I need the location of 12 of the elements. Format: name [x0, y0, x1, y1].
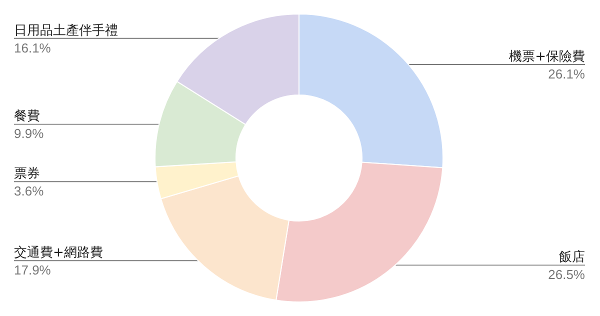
slice-label: 票券 [14, 166, 40, 182]
slice-label: 日用品土產伴手禮 [14, 23, 118, 38]
slice-label: 機票+保險費 [509, 50, 585, 65]
data-label: 26.1% [548, 66, 586, 82]
slice-label: 餐費 [14, 109, 40, 124]
data-label: 3.6% [14, 184, 44, 199]
data-label: 26.5% [548, 267, 586, 282]
data-label: 16.1% [14, 40, 52, 56]
data-label: 17.9% [14, 262, 52, 278]
slice-label: 交通費+網路費 [14, 244, 103, 261]
slice-label: 飯店 [559, 249, 585, 266]
data-label: 9.9% [14, 126, 44, 142]
